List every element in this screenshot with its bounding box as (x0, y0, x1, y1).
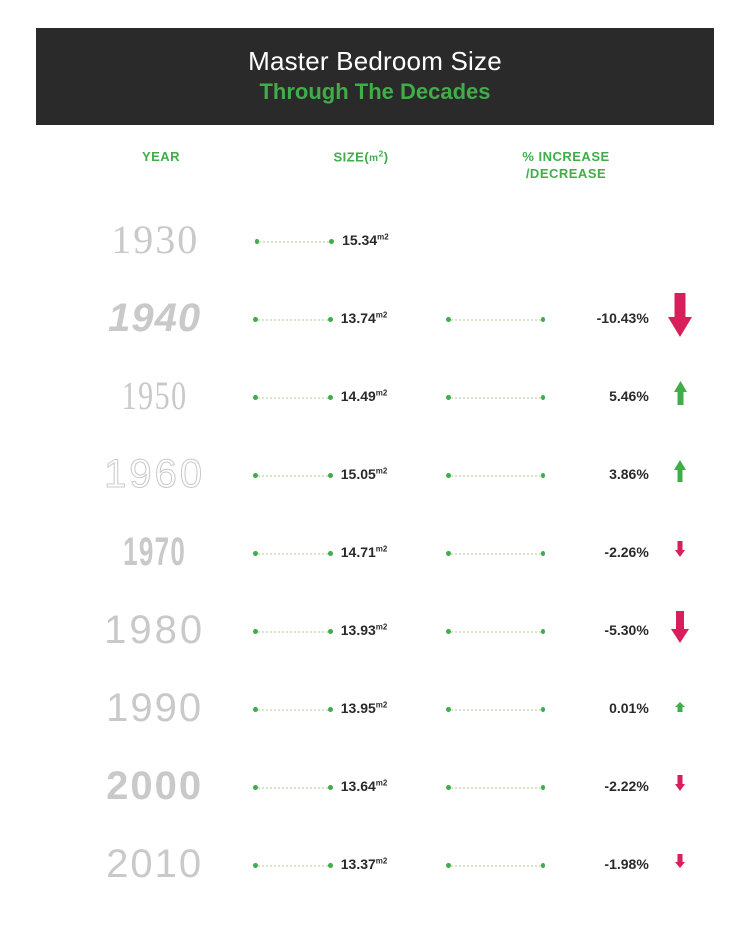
arrow-down-icon (675, 541, 685, 557)
dotted-leader (258, 553, 328, 555)
size-value: 13.95m2 (333, 700, 446, 716)
title-band: Master Bedroom Size Through The Decades (36, 28, 714, 125)
pct-change: -5.30% (545, 622, 648, 638)
arrow-cell (649, 541, 702, 562)
arrow-cell (649, 611, 702, 648)
dotted-leader (451, 709, 541, 711)
size-value: 13.93m2 (333, 622, 446, 638)
pct-change: 0.01% (545, 700, 648, 716)
dotted-leader (451, 397, 541, 399)
arrow-up-icon (674, 460, 686, 482)
size-value: 13.37m2 (333, 856, 446, 872)
year-label: 2000 (56, 766, 253, 806)
dotted-leader (451, 553, 541, 555)
dotted-leader (451, 787, 541, 789)
table-row: 2000 13.64m2 -2.22% (56, 747, 702, 825)
title-line-2: Through The Decades (36, 79, 714, 105)
header-size: SIZE(m2) (266, 149, 456, 164)
year-label: 1970 (91, 532, 219, 572)
table-row: 1940 13.74m2 -10.43% (56, 279, 702, 357)
arrow-cell (649, 775, 702, 796)
arrow-up-icon (675, 702, 685, 712)
header-year: YEAR (56, 149, 266, 164)
pct-change: 3.86% (545, 466, 648, 482)
table-row: 1980 13.93m2 -5.30% (56, 591, 702, 669)
size-value: 15.05m2 (333, 466, 446, 482)
dotted-leader (258, 865, 328, 867)
size-value: 15.34m2 (334, 232, 448, 248)
dotted-leader (451, 631, 541, 633)
year-label: 1980 (56, 610, 253, 650)
header-change: % INCREASE/DECREASE (456, 149, 676, 183)
arrow-down-icon (675, 775, 685, 791)
arrow-cell (649, 460, 702, 487)
dotted-leader (258, 787, 328, 789)
title-line-1: Master Bedroom Size (36, 46, 714, 77)
arrow-down-icon (671, 611, 689, 643)
year-label: 1940 (56, 298, 253, 338)
dotted-leader (258, 475, 328, 477)
pct-change: -2.22% (545, 778, 648, 794)
arrow-up-icon (674, 381, 687, 405)
dotted-leader (259, 241, 329, 243)
dotted-leader (258, 319, 328, 321)
table-row: 1960 15.05m2 3.86% (56, 435, 702, 513)
arrow-cell (649, 293, 702, 342)
arrow-down-icon (675, 854, 685, 868)
year-label: 1930 (56, 220, 255, 260)
arrow-down-icon (668, 293, 692, 337)
arrow-cell (649, 699, 702, 717)
pct-change: -1.98% (545, 856, 648, 872)
size-value: 13.74m2 (333, 310, 446, 326)
table-row: 2010 13.37m2 -1.98% (56, 825, 702, 903)
year-label: 1950 (81, 376, 229, 416)
table-row: 1930 15.34m2 (56, 201, 702, 279)
pct-change: -2.26% (545, 544, 648, 560)
data-table: YEAR SIZE(m2) % INCREASE/DECREASE 1930 15… (0, 125, 750, 903)
arrow-cell (649, 381, 702, 410)
rows-container: 1930 15.34m2 1940 13.74m2 -10.43% 1950 14.49m2… (56, 201, 702, 903)
year-label: 1960 (56, 454, 253, 494)
dotted-leader (451, 865, 541, 867)
table-row: 1950 14.49m2 5.46% (56, 357, 702, 435)
size-value: 14.49m2 (333, 388, 446, 404)
dotted-leader (451, 475, 541, 477)
dotted-leader (451, 319, 541, 321)
arrow-cell (649, 854, 702, 873)
year-label: 1990 (56, 688, 253, 728)
size-value: 13.64m2 (333, 778, 446, 794)
pct-change: -10.43% (545, 310, 648, 326)
size-value: 14.71m2 (333, 544, 446, 560)
table-row: 1990 13.95m2 0.01% (56, 669, 702, 747)
table-row: 1970 14.71m2 -2.26% (56, 513, 702, 591)
dotted-leader (258, 397, 328, 399)
dotted-leader (258, 631, 328, 633)
year-label: 2010 (56, 844, 253, 884)
pct-change: 5.46% (545, 388, 648, 404)
dotted-leader (258, 709, 328, 711)
column-headers: YEAR SIZE(m2) % INCREASE/DECREASE (56, 149, 702, 201)
